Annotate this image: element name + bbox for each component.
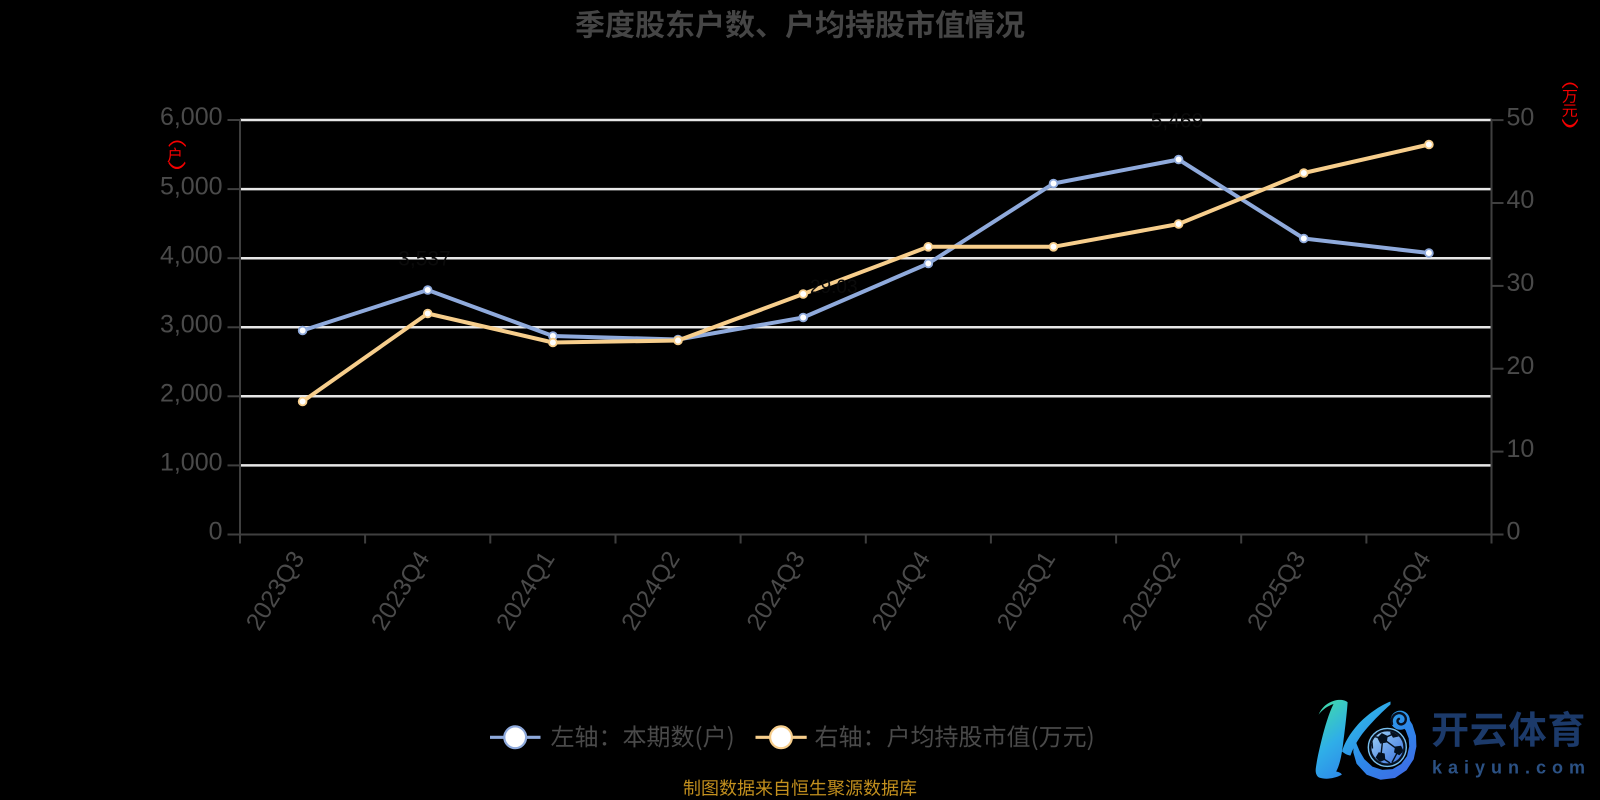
svg-text:5,469: 5,469: [1151, 110, 1204, 133]
svg-text:29.03: 29.03: [810, 277, 858, 298]
svg-text:6,000: 6,000: [160, 103, 223, 131]
svg-text:40: 40: [1507, 186, 1535, 214]
svg-text:30: 30: [1507, 269, 1535, 297]
svg-text:1,000: 1,000: [160, 449, 223, 477]
svg-text:0: 0: [209, 518, 223, 546]
svg-text:10: 10: [1507, 435, 1535, 463]
svg-text:kaiyun.com: kaiyun.com: [1432, 758, 1591, 778]
svg-text:0: 0: [1507, 518, 1521, 546]
svg-text:3,537: 3,537: [398, 248, 451, 271]
svg-text:5,000: 5,000: [160, 172, 223, 200]
svg-text:3,000: 3,000: [160, 311, 223, 339]
svg-text:4,000: 4,000: [160, 241, 223, 269]
svg-text:20: 20: [1507, 352, 1535, 380]
svg-text:50: 50: [1507, 103, 1535, 131]
svg-text:2,000: 2,000: [160, 380, 223, 408]
